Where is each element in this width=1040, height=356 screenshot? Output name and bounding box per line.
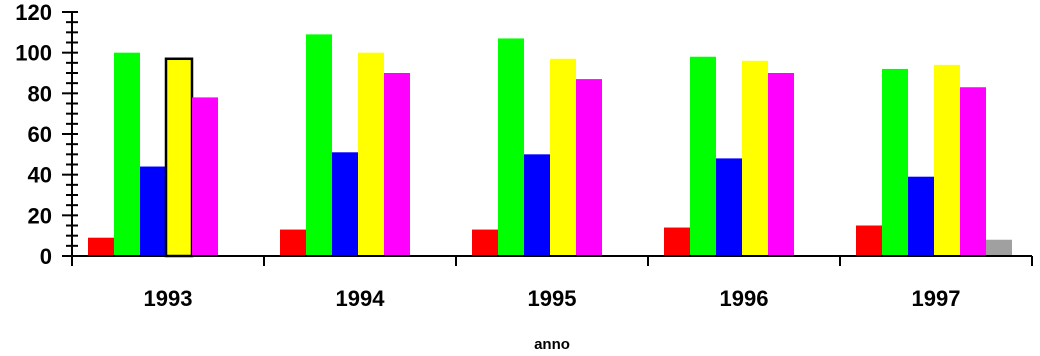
x-tick-label-1995: 1995 (528, 286, 577, 311)
bar-1996-series-3 (716, 158, 742, 256)
bar-1997-series-3 (908, 176, 934, 256)
bar-1997-series-2 (882, 68, 908, 256)
bar-1993-series-3 (140, 166, 166, 256)
y-tick-label: 40 (28, 163, 52, 188)
bar-1993-series-2 (114, 52, 140, 256)
bar-1994-series-5 (384, 73, 410, 256)
bar-1995-series-3 (524, 154, 550, 256)
bar-1996-series-4 (742, 60, 768, 256)
bar-1995-series-4 (550, 58, 576, 257)
y-tick-label: 0 (40, 244, 52, 269)
bar-1995-series-5 (576, 79, 602, 256)
bar-1996-series-2 (690, 56, 716, 256)
bar-1995-series-1 (472, 229, 498, 256)
x-tick-label-1997: 1997 (912, 286, 961, 311)
bar-1994-series-3 (332, 152, 358, 256)
bar-1995-series-2 (498, 38, 524, 256)
x-tick-label-1993: 1993 (144, 286, 193, 311)
bar-1993-series-1 (88, 237, 114, 256)
y-ticks-layer: 0 20 40 60 80 100 120 (15, 0, 78, 269)
bar-1997-series-4 (934, 64, 960, 256)
bar-1997-series-5 (960, 87, 986, 256)
bar-1997-series-1 (856, 225, 882, 256)
x-tick-label-1996: 1996 (720, 286, 769, 311)
y-tick-label: 60 (28, 122, 52, 147)
bar-1993-series-4 (164, 57, 194, 258)
bar-1994-series-4 (358, 52, 384, 256)
x-axis-title: anno (534, 336, 570, 353)
bar-1997-series-6 (986, 239, 1012, 256)
bar-1994-series-1 (280, 229, 306, 256)
bar-1994-series-2 (306, 34, 332, 256)
bars-layer (88, 34, 1012, 258)
y-tick-label: 120 (15, 0, 52, 25)
y-tick-label: 20 (28, 203, 52, 228)
y-tick-label: 100 (15, 41, 52, 66)
y-tick-label: 80 (28, 81, 52, 106)
bar-1996-series-5 (768, 73, 794, 256)
bar-1996-series-1 (664, 227, 690, 256)
x-ticks-layer: 1993 1994 1995 1996 1997 (71, 256, 1033, 311)
bar-1993-series-5 (192, 97, 218, 257)
x-tick-label-1994: 1994 (336, 286, 386, 311)
